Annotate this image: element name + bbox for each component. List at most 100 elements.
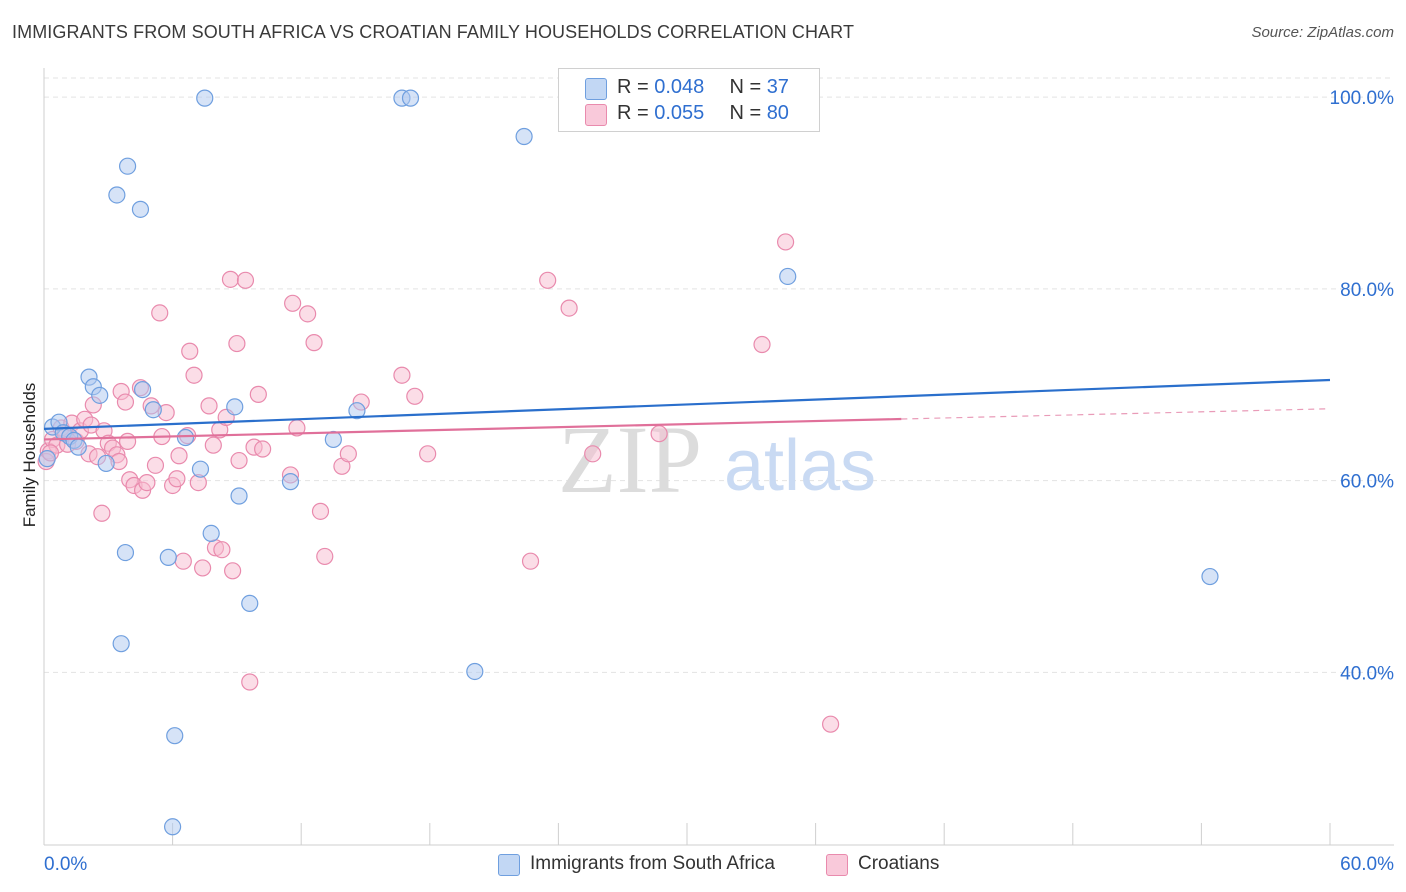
legend-blue-r-label: R = — [617, 76, 655, 98]
croatians-point — [221, 270, 240, 288]
gridlines — [44, 77, 1394, 673]
croatians-point — [151, 304, 169, 322]
legend-pink-r-value: 0.055 — [654, 102, 705, 124]
legend-pink-n-label: N = — [729, 102, 767, 124]
south-africa-point — [1201, 567, 1219, 586]
croatians-point — [230, 451, 248, 470]
croatians-point — [393, 366, 411, 384]
legend-swatch-pink — [585, 104, 607, 126]
croatians-point — [181, 342, 199, 360]
south-africa-point — [515, 127, 533, 146]
south-africa-point — [348, 402, 366, 420]
croatians-point — [311, 502, 330, 520]
south-africa-point — [226, 398, 244, 416]
croatians-point — [316, 547, 334, 566]
croatians-point — [560, 299, 578, 317]
south-africa-point — [241, 594, 259, 612]
croatians-point — [539, 271, 557, 289]
croatians-point — [228, 334, 246, 353]
croatians-point — [204, 436, 222, 454]
bottom-legend-blue-label: Immigrants from South Africa — [530, 853, 775, 874]
correlation-legend: R = 0.048 N = 37 R = 0.055 N = 80 — [558, 68, 820, 132]
croatians-point — [213, 541, 231, 559]
croatians-point — [236, 271, 255, 289]
croatians-point — [118, 432, 137, 450]
tick-labels: 100.0% 80.0% 60.0% 40.0% 0.0% 60.0% — [44, 88, 1394, 875]
croatians-point — [224, 562, 242, 580]
south-africa-point — [112, 635, 130, 653]
y-tick-label: 40.0% — [1340, 663, 1394, 684]
south-africa-point — [779, 267, 797, 286]
trend-lines — [43, 378, 1331, 441]
y-tick-label: 80.0% — [1340, 280, 1394, 301]
croatians-point — [284, 294, 302, 312]
south-africa-point — [118, 157, 137, 175]
bottom-legend-swatch-pink — [826, 854, 848, 876]
croatians-point — [93, 504, 111, 522]
croatians-point — [584, 445, 602, 463]
croatians-point — [650, 425, 668, 443]
croatians-point — [822, 715, 840, 733]
croatians-point — [146, 456, 165, 474]
watermark-atlas: atlas — [724, 426, 876, 506]
croatians-point — [776, 233, 795, 251]
south-africa-point — [324, 430, 342, 449]
south-africa-point — [401, 89, 420, 107]
south-africa-point — [281, 473, 300, 491]
croatians-point — [254, 440, 272, 458]
x-tick-label: 60.0% — [1340, 854, 1394, 875]
croatians-point — [521, 552, 540, 570]
south-africa-point — [116, 543, 135, 562]
croatians-point — [185, 366, 203, 384]
south-africa-point — [166, 727, 184, 745]
watermark-zip: ZIP — [558, 406, 702, 513]
y-tick-label: 100.0% — [1330, 88, 1395, 109]
south-africa-point — [176, 428, 195, 447]
croatians-point — [299, 305, 317, 323]
chart-title: IMMIGRANTS FROM SOUTH AFRICA VS CROATIAN… — [12, 22, 855, 42]
south-africa-trend-line — [43, 378, 1331, 431]
south-africa-point — [202, 524, 220, 543]
croatians-point — [753, 335, 771, 354]
bottom-legend-pink-label: Croatians — [858, 853, 940, 874]
source-label: Source: ZipAtlas.com — [1251, 24, 1394, 41]
croatians-points — [37, 233, 840, 733]
croatians-trend-line — [43, 417, 902, 441]
croatians-point — [138, 473, 156, 492]
croatians-point — [170, 447, 188, 465]
south-africa-point — [230, 487, 248, 505]
legend-blue-n-label: N = — [729, 76, 767, 98]
croatians-point — [200, 397, 218, 415]
south-africa-point — [108, 186, 126, 204]
croatians-point — [194, 559, 212, 577]
legend-blue-n-value: 37 — [766, 76, 789, 98]
croatians-point — [419, 445, 437, 463]
bottom-legend-swatch-blue — [498, 854, 520, 876]
legend-pink-n-value: 80 — [766, 102, 789, 124]
legend-swatch-blue — [585, 78, 607, 100]
croatians-point — [241, 673, 259, 691]
croatians-trend-line-extension — [901, 408, 1331, 420]
y-tick-label: 60.0% — [1340, 472, 1394, 493]
south-africa-point — [133, 380, 152, 399]
croatians-point — [339, 445, 357, 463]
watermark: ZIP atlas — [558, 406, 876, 513]
south-africa-point — [466, 662, 484, 681]
legend-blue-r-value: 0.048 — [654, 76, 705, 98]
south-africa-point — [131, 200, 150, 218]
croatians-point — [249, 385, 267, 403]
south-africa-point — [164, 818, 182, 836]
south-africa-point — [191, 460, 210, 478]
croatians-point — [174, 552, 192, 570]
south-africa-point — [91, 386, 109, 404]
croatians-point — [116, 393, 135, 411]
south-africa-point — [38, 450, 56, 468]
croatians-point — [305, 334, 323, 352]
south-africa-point — [97, 454, 115, 473]
south-africa-point — [196, 89, 214, 107]
croatians-point — [168, 470, 186, 488]
croatians-point — [406, 387, 424, 405]
x-tick-label: 0.0% — [44, 854, 87, 875]
south-africa-point — [69, 438, 87, 456]
south-africa-point — [159, 548, 177, 566]
